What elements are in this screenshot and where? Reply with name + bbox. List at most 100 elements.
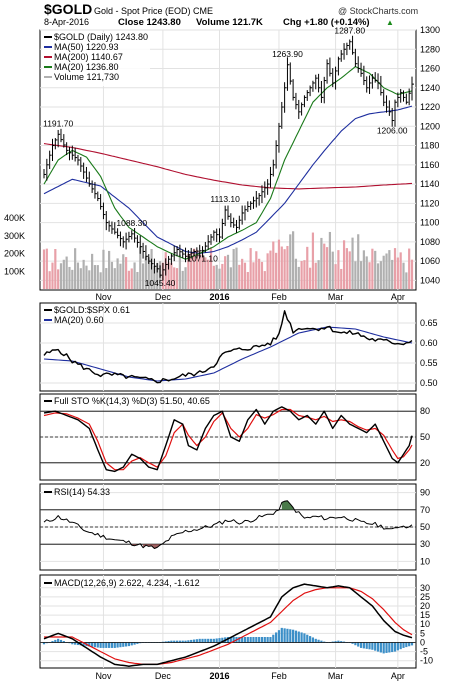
macd-histogram-bar [365,642,368,649]
macd-histogram-bar [393,642,397,652]
price-axis-tick-label: 1200 [420,121,440,131]
volume-bar [93,265,97,289]
volume-bar [297,266,300,289]
volume-bar [198,251,201,289]
macd-x-axis-label: Mar [328,671,344,681]
volume-bar [255,251,258,289]
rsi-axis-tick-label: 90 [420,488,430,498]
macd-histogram-bar [396,642,399,651]
macd-histogram-bar [133,642,136,645]
price-x-axis-label: Mar [328,292,344,302]
macd-histogram-bar [272,634,275,643]
macd-histogram-bar [229,637,232,643]
volume-bar [323,243,326,289]
volume-bar [371,248,374,289]
macd-histogram-bar [204,638,207,643]
price-annotation: 1113.10 [210,194,240,204]
macd-histogram-bar [252,637,255,643]
macd-histogram-bar [337,640,340,643]
volume-bar [170,262,173,289]
volume-bar [303,260,306,289]
volume-bar [108,250,111,289]
change-text: Chg +1.80 (+0.14%) [283,17,370,28]
volume-bar [130,268,133,289]
macd-histogram-bar [124,642,128,647]
volume-bar [266,253,269,289]
price-x-axis-label: Dec [155,292,172,302]
volume-bar [235,247,238,289]
macd-histogram-bar [110,642,114,648]
price-axis-tick-label: 1120 [420,198,439,208]
macd-histogram-bar [388,642,391,653]
volume-bar [207,259,210,289]
macd-histogram-bar [408,642,411,647]
macd-histogram-bar [195,639,198,643]
sto-k-line [43,406,413,473]
macd-x-axis-label: Feb [271,671,287,681]
volume-bar [192,248,196,289]
macd-histogram-bar [209,638,213,643]
close-text: Close 1243.80 [118,17,181,28]
price-annotation: 1206.00 [377,126,408,136]
volume-bar [224,256,227,289]
volume-bar [396,257,399,289]
volume-bar [289,234,292,289]
volume-tick-label: 300K [4,231,25,241]
macd-histogram-bar [308,636,312,643]
volume-bar [393,248,397,289]
macd-histogram-bar [399,642,402,650]
volume-bar [122,254,125,289]
macd-histogram-bar [130,642,133,646]
macd-histogram-bar [410,642,414,646]
rsi-axis-tick-label: 30 [420,539,430,549]
macd-histogram-bar [76,642,80,646]
volume-bar [181,270,184,289]
macd-histogram-bar [292,629,295,643]
volume-bar [283,249,286,289]
macd-histogram-bar [334,641,337,643]
volume-bar [351,237,354,289]
volume-bar [325,247,329,289]
macd-histogram-bar [391,642,394,653]
volume-bar [105,268,108,289]
macd-histogram-bar [198,638,201,643]
macd-histogram-bar [359,642,363,648]
price-axis-tick-label: 1060 [420,256,440,266]
macd-histogram-bar [88,642,91,647]
macd-histogram-bar [181,640,184,643]
macd-histogram-bar [62,641,65,643]
price-axis-tick-label: 1220 [420,102,440,112]
volume-bar [368,262,371,289]
volume-bar [76,262,80,289]
volume-bar [260,261,264,289]
macd-histogram-bar [113,642,116,648]
volume-bar [79,268,82,289]
volume-bar [184,267,187,289]
macd-histogram-bar [323,641,326,643]
price-axis-tick-label: 1240 [420,83,440,93]
volume-bar [88,270,91,289]
macd-histogram-bar [320,640,323,643]
ratio-legend-entry: $GOLD:$SPX 0.61 [54,305,130,315]
volume-bar [238,264,241,289]
macd-histogram-bar [280,627,283,643]
rsi-extreme-fill [281,500,294,510]
volume-bar [96,265,99,289]
macd-histogram-bar [221,637,224,643]
volume-bar [102,249,105,289]
price-axis-tick-label: 1100 [420,218,439,228]
macd-axis-tick-label: -10 [420,656,433,666]
volume-bar [246,272,249,289]
rsi-axis-tick-label: 10 [420,556,430,566]
volume-bar [272,241,275,289]
macd-histogram-bar [215,638,218,643]
volume-bar [68,266,71,289]
macd-axis-tick-label: 30 [420,583,430,593]
macd-histogram-bar [105,642,108,648]
volume-bar [54,249,57,289]
macd-histogram-bar [102,642,105,648]
volume-bar [410,259,414,289]
macd-histogram-bar [218,638,221,643]
volume-bar [379,261,382,289]
